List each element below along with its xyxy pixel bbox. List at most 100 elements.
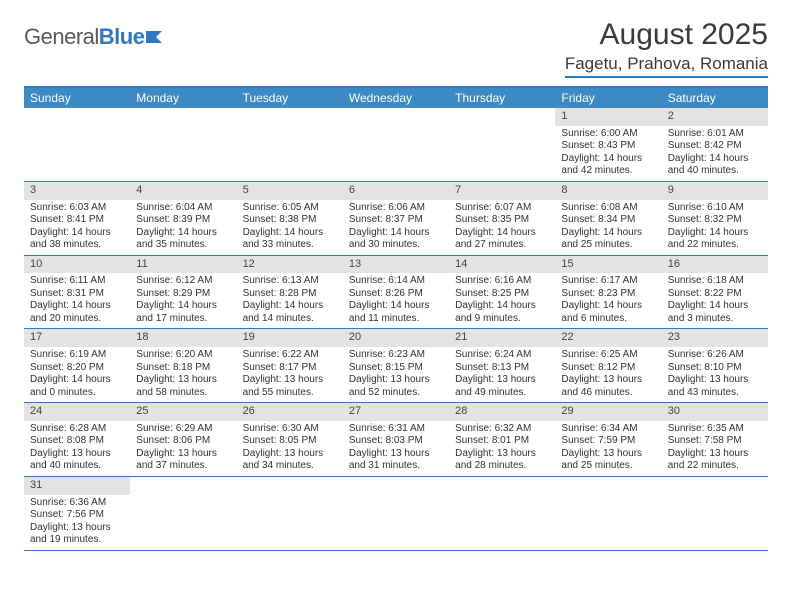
day-details: Sunrise: 6:17 AMSunset: 8:23 PMDaylight:… [555, 273, 661, 328]
day-number: 3 [24, 182, 130, 200]
day-details: Sunrise: 6:30 AMSunset: 8:05 PMDaylight:… [237, 421, 343, 476]
sunrise-line: Sunrise: 6:31 AM [349, 423, 443, 436]
sunrise-line: Sunrise: 6:32 AM [455, 423, 549, 436]
logo: GeneralBlue [24, 24, 168, 50]
day-header: Wednesday [343, 88, 449, 108]
daylight-line: Daylight: 13 hours and 25 minutes. [561, 448, 655, 473]
sunset-line: Sunset: 8:13 PM [455, 362, 549, 375]
sunset-line: Sunset: 8:41 PM [30, 214, 124, 227]
daylight-line: Daylight: 14 hours and 35 minutes. [136, 227, 230, 252]
calendar-cell: 2Sunrise: 6:01 AMSunset: 8:42 PMDaylight… [662, 108, 768, 181]
sunrise-line: Sunrise: 6:16 AM [455, 275, 549, 288]
calendar-week: 10Sunrise: 6:11 AMSunset: 8:31 PMDayligh… [24, 256, 768, 330]
daylight-line: Daylight: 14 hours and 38 minutes. [30, 227, 124, 252]
day-details: Sunrise: 6:36 AMSunset: 7:56 PMDaylight:… [24, 495, 130, 550]
sunrise-line: Sunrise: 6:11 AM [30, 275, 124, 288]
sunset-line: Sunset: 8:35 PM [455, 214, 549, 227]
sunset-line: Sunset: 8:15 PM [349, 362, 443, 375]
calendar-cell: 8Sunrise: 6:08 AMSunset: 8:34 PMDaylight… [555, 182, 661, 255]
sunset-line: Sunset: 8:34 PM [561, 214, 655, 227]
daylight-line: Daylight: 14 hours and 14 minutes. [243, 300, 337, 325]
calendar-cell: 7Sunrise: 6:07 AMSunset: 8:35 PMDaylight… [449, 182, 555, 255]
day-number: 30 [662, 403, 768, 421]
daylight-line: Daylight: 14 hours and 9 minutes. [455, 300, 549, 325]
calendar-cell: 20Sunrise: 6:23 AMSunset: 8:15 PMDayligh… [343, 329, 449, 402]
sunrise-line: Sunrise: 6:06 AM [349, 202, 443, 215]
sunset-line: Sunset: 8:23 PM [561, 288, 655, 301]
sunset-line: Sunset: 8:43 PM [561, 140, 655, 153]
title-block: August 2025 Fagetu, Prahova, Romania [565, 18, 768, 78]
day-details: Sunrise: 6:19 AMSunset: 8:20 PMDaylight:… [24, 347, 130, 402]
day-number: 22 [555, 329, 661, 347]
location-subtitle: Fagetu, Prahova, Romania [565, 54, 768, 78]
sunrise-line: Sunrise: 6:08 AM [561, 202, 655, 215]
sunset-line: Sunset: 8:39 PM [136, 214, 230, 227]
sunrise-line: Sunrise: 6:10 AM [668, 202, 762, 215]
sunrise-line: Sunrise: 6:20 AM [136, 349, 230, 362]
day-number: 21 [449, 329, 555, 347]
sunset-line: Sunset: 7:58 PM [668, 435, 762, 448]
day-number: 11 [130, 256, 236, 274]
daylight-line: Daylight: 13 hours and 58 minutes. [136, 374, 230, 399]
sunrise-line: Sunrise: 6:04 AM [136, 202, 230, 215]
day-details: Sunrise: 6:29 AMSunset: 8:06 PMDaylight:… [130, 421, 236, 476]
day-number: 1 [555, 108, 661, 126]
calendar-cell-empty [343, 477, 449, 550]
calendar-cell: 29Sunrise: 6:34 AMSunset: 7:59 PMDayligh… [555, 403, 661, 476]
calendar-week: 1Sunrise: 6:00 AMSunset: 8:43 PMDaylight… [24, 108, 768, 182]
sunrise-line: Sunrise: 6:36 AM [30, 497, 124, 510]
sunset-line: Sunset: 8:26 PM [349, 288, 443, 301]
calendar-cell: 3Sunrise: 6:03 AMSunset: 8:41 PMDaylight… [24, 182, 130, 255]
sunrise-line: Sunrise: 6:23 AM [349, 349, 443, 362]
header: GeneralBlue August 2025 Fagetu, Prahova,… [24, 18, 768, 78]
day-details: Sunrise: 6:08 AMSunset: 8:34 PMDaylight:… [555, 200, 661, 255]
day-details: Sunrise: 6:20 AMSunset: 8:18 PMDaylight:… [130, 347, 236, 402]
calendar-cell: 5Sunrise: 6:05 AMSunset: 8:38 PMDaylight… [237, 182, 343, 255]
sunset-line: Sunset: 8:18 PM [136, 362, 230, 375]
sunset-line: Sunset: 8:37 PM [349, 214, 443, 227]
calendar-cell: 21Sunrise: 6:24 AMSunset: 8:13 PMDayligh… [449, 329, 555, 402]
day-details: Sunrise: 6:13 AMSunset: 8:28 PMDaylight:… [237, 273, 343, 328]
calendar-cell: 11Sunrise: 6:12 AMSunset: 8:29 PMDayligh… [130, 256, 236, 329]
day-number: 5 [237, 182, 343, 200]
day-header: Thursday [449, 88, 555, 108]
calendar-cell-empty [130, 108, 236, 181]
calendar: SundayMondayTuesdayWednesdayThursdayFrid… [24, 86, 768, 551]
daylight-line: Daylight: 13 hours and 40 minutes. [30, 448, 124, 473]
sunset-line: Sunset: 8:08 PM [30, 435, 124, 448]
sunrise-line: Sunrise: 6:01 AM [668, 128, 762, 141]
sunrise-line: Sunrise: 6:19 AM [30, 349, 124, 362]
logo-flag-icon [146, 29, 168, 45]
sunset-line: Sunset: 8:32 PM [668, 214, 762, 227]
calendar-cell-empty [555, 477, 661, 550]
calendar-cell-empty [343, 108, 449, 181]
sunrise-line: Sunrise: 6:28 AM [30, 423, 124, 436]
daylight-line: Daylight: 14 hours and 0 minutes. [30, 374, 124, 399]
day-details: Sunrise: 6:12 AMSunset: 8:29 PMDaylight:… [130, 273, 236, 328]
calendar-cell-empty [130, 477, 236, 550]
calendar-cell-empty [449, 108, 555, 181]
sunrise-line: Sunrise: 6:25 AM [561, 349, 655, 362]
calendar-cell-empty [449, 477, 555, 550]
calendar-cell: 4 Sunrise: 6:04 AMSunset: 8:39 PMDaylight… [130, 182, 236, 255]
day-number: 19 [237, 329, 343, 347]
day-number: 13 [343, 256, 449, 274]
daylight-line: Daylight: 13 hours and 31 minutes. [349, 448, 443, 473]
day-header: Monday [130, 88, 236, 108]
sunrise-line: Sunrise: 6:03 AM [30, 202, 124, 215]
daylight-line: Daylight: 14 hours and 30 minutes. [349, 227, 443, 252]
calendar-cell: 14Sunrise: 6:16 AMSunset: 8:25 PMDayligh… [449, 256, 555, 329]
logo-text-blue: Blue [99, 24, 145, 50]
day-number: 2 [662, 108, 768, 126]
calendar-cell: 17Sunrise: 6:19 AMSunset: 8:20 PMDayligh… [24, 329, 130, 402]
day-details: Sunrise: 6:26 AMSunset: 8:10 PMDaylight:… [662, 347, 768, 402]
day-number: 4 [130, 182, 236, 200]
day-details: Sunrise: 6:05 AMSunset: 8:38 PMDaylight:… [237, 200, 343, 255]
calendar-cell: 18Sunrise: 6:20 AMSunset: 8:18 PMDayligh… [130, 329, 236, 402]
calendar-cell: 10Sunrise: 6:11 AMSunset: 8:31 PMDayligh… [24, 256, 130, 329]
sunset-line: Sunset: 8:05 PM [243, 435, 337, 448]
calendar-cell-empty [662, 477, 768, 550]
calendar-day-headers: SundayMondayTuesdayWednesdayThursdayFrid… [24, 88, 768, 108]
day-details: Sunrise: 6:03 AMSunset: 8:41 PMDaylight:… [24, 200, 130, 255]
daylight-line: Daylight: 13 hours and 19 minutes. [30, 522, 124, 547]
